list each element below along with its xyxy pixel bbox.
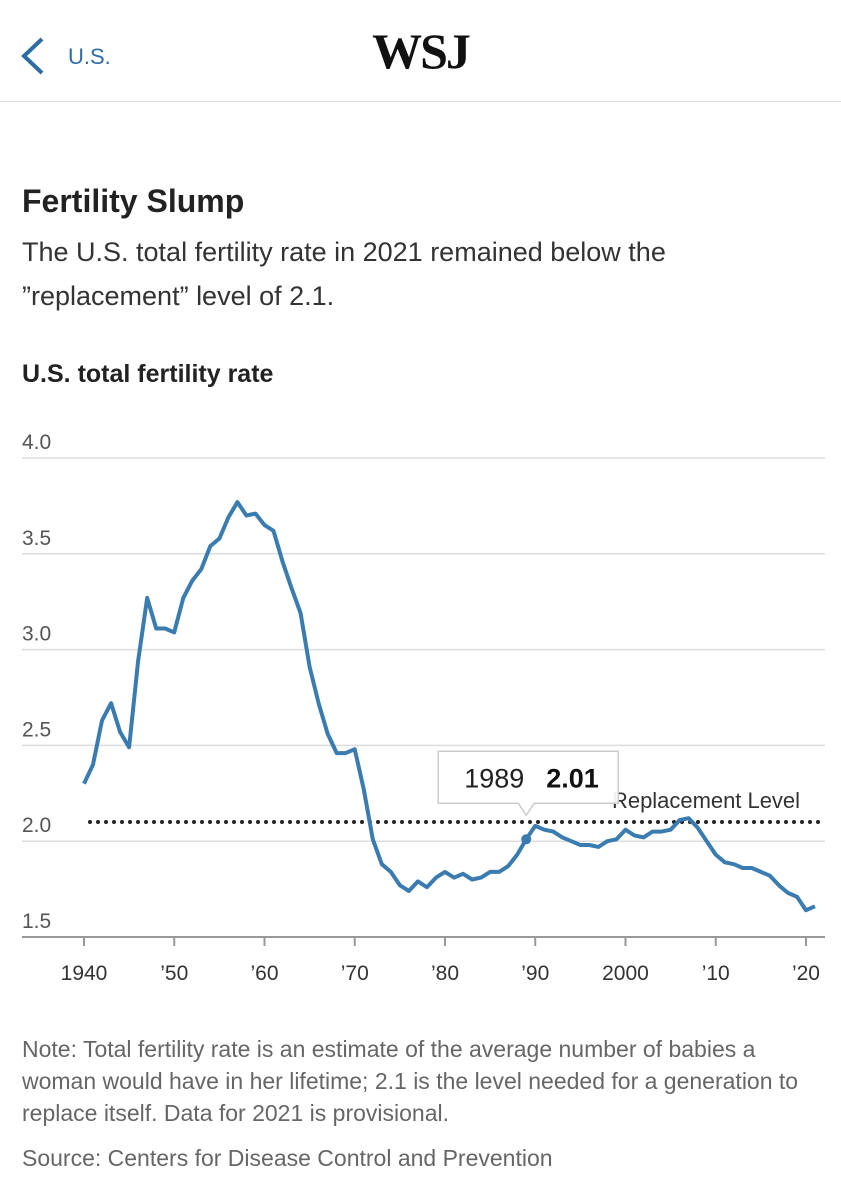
y-axis-label: U.S. total fertility rate: [22, 360, 274, 388]
y-tick-label: 2.0: [22, 814, 51, 837]
data-line: [82, 500, 816, 913]
note: Note: Total fertility rate is an estimat…: [22, 1036, 799, 1126]
x-tick-label: ’70: [341, 962, 369, 985]
x-tick-label: ’60: [250, 962, 278, 985]
x-tick-label: ’50: [160, 962, 188, 985]
tooltip-point: [521, 834, 532, 845]
y-tick-label: 3.5: [22, 527, 51, 550]
x-tick-label: ’80: [431, 962, 459, 985]
tooltip-box: [437, 750, 619, 817]
reference-label: Replacement Level: [612, 788, 800, 813]
x-tick-label: ’20: [792, 962, 820, 985]
y-tick-label: 4.0: [22, 431, 51, 454]
logo[interactable]: WSJ: [372, 23, 471, 79]
chart-subtitle: The U.S. total fertility rate in 2021 re…: [22, 237, 666, 311]
back-chevron[interactable]: [18, 35, 48, 77]
y-tick-label: 1.5: [22, 910, 51, 933]
y-tick-label: 3.0: [22, 623, 51, 646]
tooltip-value: 2.01: [546, 763, 599, 793]
back-link[interactable]: U.S.: [68, 44, 111, 69]
chart-title: Fertility Slump: [22, 183, 245, 219]
x-tick-label: ’90: [521, 962, 549, 985]
tooltip: 1989 2.01: [437, 750, 619, 817]
header-rule: [0, 101, 841, 102]
x-tick-label: 2000: [602, 962, 649, 985]
x-tick-label: 1940: [61, 962, 108, 985]
y-tick-label: 2.5: [22, 718, 51, 741]
chart: 1.5 2.0 2.5 3.0 3.5 4.0 1940 ’50 ’60 ’70 ’80 ’90 200…: [22, 431, 827, 985]
x-tick-label: ’10: [702, 962, 730, 985]
tooltip-year: 1989: [464, 763, 524, 793]
source: Source: Centers for Disease Control and …: [22, 1145, 553, 1171]
